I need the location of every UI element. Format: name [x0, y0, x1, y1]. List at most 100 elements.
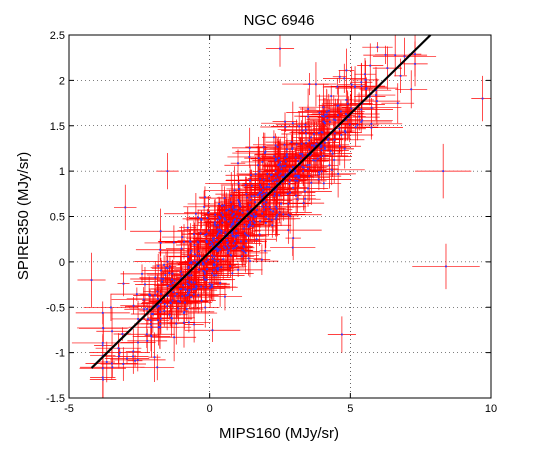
- point-marker: [318, 173, 321, 176]
- point-marker: [177, 307, 180, 310]
- point-marker: [237, 234, 240, 237]
- point-marker: [308, 175, 311, 178]
- point-marker: [187, 265, 190, 268]
- point-marker: [193, 281, 196, 284]
- point-marker: [211, 272, 214, 275]
- point-marker: [134, 359, 136, 362]
- point-marker: [323, 120, 325, 123]
- point-marker: [237, 162, 239, 165]
- point-marker: [301, 165, 304, 168]
- point-marker: [278, 211, 281, 214]
- point-marker: [101, 342, 104, 344]
- point-marker: [315, 83, 317, 86]
- fit-line-layer: [90, 34, 432, 369]
- point-marker: [190, 262, 193, 265]
- point-marker: [197, 216, 200, 219]
- point-marker: [147, 318, 149, 321]
- point-marker: [185, 308, 188, 310]
- point-marker: [166, 305, 169, 308]
- point-marker: [219, 217, 222, 219]
- point-marker: [190, 249, 193, 252]
- point-marker: [291, 246, 294, 249]
- point-marker: [350, 83, 353, 86]
- point-marker: [137, 318, 139, 320]
- point-marker: [286, 156, 288, 159]
- point-marker: [248, 156, 251, 158]
- point-marker: [278, 157, 281, 159]
- point-marker: [124, 206, 127, 209]
- point-marker: [322, 154, 325, 157]
- point-marker: [216, 247, 219, 250]
- point-marker: [292, 237, 295, 239]
- point-marker: [232, 221, 235, 224]
- point-marker: [287, 213, 290, 216]
- point-marker: [232, 242, 235, 245]
- point-marker: [217, 269, 219, 271]
- point-marker: [246, 210, 249, 213]
- point-marker: [322, 182, 325, 185]
- point-marker: [263, 152, 266, 154]
- point-marker: [220, 212, 223, 214]
- point-marker: [376, 46, 379, 49]
- point-marker: [259, 177, 262, 180]
- point-marker: [173, 295, 176, 298]
- point-marker: [334, 119, 337, 122]
- point-marker: [240, 240, 242, 243]
- point-marker: [236, 234, 239, 237]
- point-marker: [281, 165, 284, 168]
- point-marker: [203, 270, 206, 273]
- point-marker: [232, 205, 234, 208]
- point-marker: [244, 184, 247, 186]
- point-marker: [283, 157, 286, 160]
- point-marker: [177, 300, 179, 303]
- point-marker: [333, 132, 336, 135]
- point-marker: [273, 192, 276, 195]
- point-marker: [296, 174, 298, 177]
- y-tick-label: -0.5: [46, 302, 65, 314]
- point-marker: [270, 218, 273, 221]
- point-marker: [264, 186, 267, 189]
- point-marker: [212, 264, 215, 267]
- point-marker: [247, 217, 250, 220]
- point-marker: [305, 142, 307, 145]
- point-marker: [206, 268, 209, 271]
- point-marker: [281, 176, 284, 178]
- point-marker: [273, 136, 275, 139]
- point-marker: [269, 208, 272, 211]
- point-marker: [245, 193, 248, 196]
- point-marker: [301, 155, 304, 157]
- point-marker: [307, 115, 309, 118]
- point-marker: [213, 223, 216, 226]
- point-marker: [135, 293, 138, 296]
- point-marker: [257, 194, 259, 197]
- point-marker: [294, 170, 297, 173]
- point-marker: [365, 87, 368, 89]
- point-marker: [364, 73, 366, 76]
- point-marker: [217, 232, 219, 235]
- point-marker: [228, 249, 231, 252]
- point-marker: [230, 223, 233, 225]
- point-marker: [343, 77, 346, 80]
- point-marker: [166, 260, 169, 263]
- point-marker: [151, 313, 154, 315]
- point-marker: [211, 258, 214, 260]
- point-marker: [275, 215, 278, 218]
- point-marker: [224, 247, 227, 250]
- point-marker: [339, 110, 342, 113]
- point-marker: [215, 246, 218, 249]
- point-marker: [159, 301, 162, 304]
- point-marker: [282, 180, 285, 183]
- point-marker: [204, 272, 206, 275]
- point-marker: [267, 217, 270, 220]
- point-marker: [132, 355, 134, 358]
- point-marker: [340, 333, 343, 336]
- point-marker: [325, 113, 328, 116]
- point-marker: [205, 278, 208, 281]
- point-marker: [157, 326, 160, 329]
- point-marker: [328, 120, 331, 123]
- point-marker: [255, 238, 258, 241]
- point-marker: [264, 206, 267, 208]
- point-marker: [278, 174, 281, 177]
- point-marker: [291, 122, 294, 125]
- point-marker: [194, 212, 197, 215]
